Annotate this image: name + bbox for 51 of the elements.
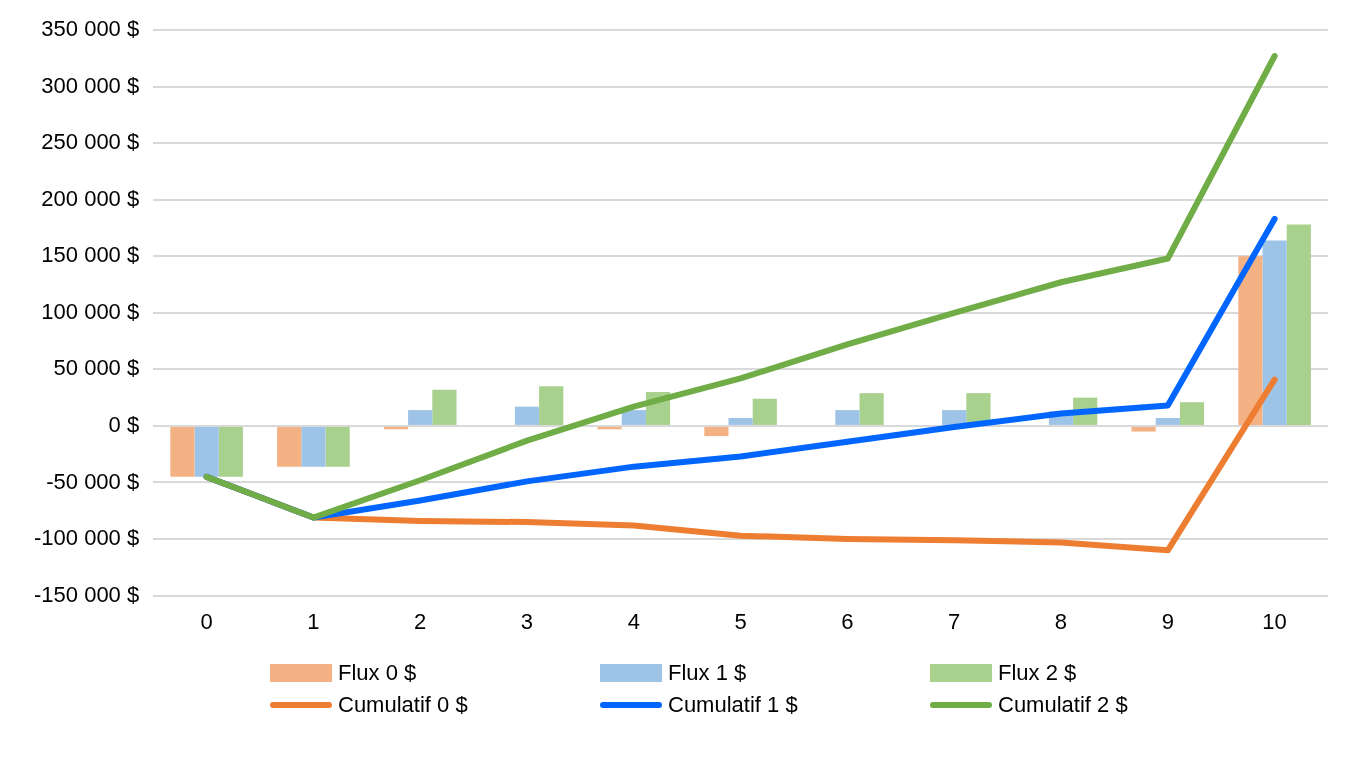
bar bbox=[621, 410, 646, 425]
y-tick-label: -150 000 $ bbox=[34, 581, 140, 607]
bar bbox=[277, 426, 302, 467]
y-tick-label: 300 000 $ bbox=[41, 72, 140, 98]
y-tick-label: -50 000 $ bbox=[46, 468, 140, 494]
y-tick-label: 200 000 $ bbox=[41, 185, 140, 211]
bar bbox=[859, 393, 884, 425]
x-tick-label: 3 bbox=[520, 608, 534, 634]
x-tick-label: 2 bbox=[414, 608, 427, 634]
bar bbox=[325, 426, 350, 467]
bar bbox=[432, 389, 457, 425]
bar bbox=[728, 418, 753, 425]
x-tick-label: 5 bbox=[734, 608, 747, 634]
x-tick-label: 0 bbox=[200, 608, 213, 634]
bar bbox=[194, 426, 219, 477]
legend-label: Cumulatif 2 $ bbox=[998, 692, 1128, 718]
legend-label: Flux 0 $ bbox=[338, 660, 417, 686]
bar bbox=[170, 426, 195, 477]
x-tick-label: 9 bbox=[1161, 608, 1174, 634]
x-tick-label: 8 bbox=[1054, 608, 1068, 634]
x-tick-label: 10 bbox=[1262, 608, 1287, 634]
bar bbox=[1238, 256, 1263, 425]
bar bbox=[218, 426, 243, 477]
y-tick-label: 150 000 $ bbox=[41, 242, 140, 268]
bar bbox=[704, 426, 729, 437]
bar bbox=[1179, 402, 1205, 425]
legend-label: Cumulatif 0 $ bbox=[338, 692, 468, 718]
bar bbox=[942, 410, 967, 425]
bar bbox=[752, 398, 777, 425]
x-tick-label: 7 bbox=[948, 608, 961, 634]
bar bbox=[408, 410, 433, 425]
y-tick-label: -100 000 $ bbox=[34, 525, 140, 551]
bar bbox=[835, 410, 860, 425]
y-tick-label: 350 000 $ bbox=[41, 16, 140, 42]
x-tick-label: 6 bbox=[841, 608, 854, 634]
y-tick-label: 0 $ bbox=[108, 411, 140, 437]
x-tick-label: 4 bbox=[627, 608, 640, 634]
bar bbox=[1131, 426, 1156, 432]
bar bbox=[301, 426, 326, 467]
bar bbox=[514, 406, 540, 425]
y-tick-label: 250 000 $ bbox=[41, 129, 140, 155]
legend-label: Cumulatif 1 $ bbox=[668, 692, 798, 718]
bar bbox=[1262, 240, 1287, 425]
legend-label: Flux 1 $ bbox=[668, 660, 747, 686]
legend-label: Flux 2 $ bbox=[998, 660, 1077, 686]
bar bbox=[1155, 418, 1180, 425]
bar bbox=[1286, 224, 1311, 425]
x-tick-label: 1 bbox=[307, 608, 320, 634]
y-tick-label: 50 000 $ bbox=[53, 355, 140, 381]
y-tick-label: 100 000 $ bbox=[41, 298, 140, 324]
bar bbox=[539, 386, 564, 425]
